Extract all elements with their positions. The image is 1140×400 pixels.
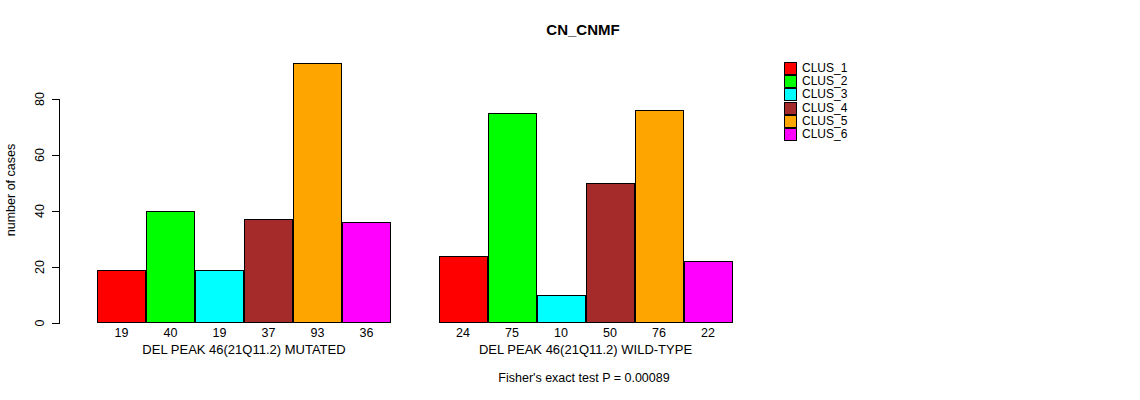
y-axis-tick-label: 0 (33, 320, 47, 327)
chart-title: CN_CNMF (546, 21, 619, 38)
y-axis-line (59, 99, 60, 324)
y-axis-tick-label: 40 (33, 204, 47, 218)
y-axis-tick-label: 20 (33, 260, 47, 274)
bar-clus_3 (195, 270, 244, 323)
bar-clus_1 (97, 270, 146, 323)
y-axis-tick (52, 99, 59, 100)
legend-label: CLUS_1 (802, 62, 847, 75)
bar-value-label: 19 (115, 326, 129, 340)
legend-item: CLUS_1 (784, 62, 847, 75)
bar-value-label: 93 (311, 326, 325, 340)
legend-label: CLUS_6 (802, 128, 847, 141)
bar-clus_6 (684, 261, 733, 323)
legend-swatch-icon (784, 75, 797, 88)
legend-item: CLUS_6 (784, 128, 847, 141)
bar-clus_4 (586, 183, 635, 323)
legend-item: CLUS_4 (784, 102, 847, 115)
bar-value-label: 36 (360, 326, 374, 340)
legend-swatch-icon (784, 62, 797, 75)
bar-clus_1 (439, 256, 488, 323)
bar-clus_6 (342, 222, 391, 323)
bar-value-label: 19 (213, 326, 227, 340)
legend-item: CLUS_2 (784, 75, 847, 88)
bar-clus_4 (244, 219, 293, 323)
legend-item: CLUS_3 (784, 88, 847, 101)
y-axis-label: number of cases (4, 144, 18, 236)
bar-clus_3 (537, 295, 586, 323)
y-axis-tick-label: 60 (33, 148, 47, 162)
group-label: DEL PEAK 46(21Q11.2) MUTATED (142, 342, 345, 357)
bar-chart-figure: CN_CNMF number of cases 0 20 40 60 80 19 40 19… (0, 0, 1140, 400)
bar-value-label: 22 (701, 326, 715, 340)
bar-value-label: 24 (456, 326, 470, 340)
y-axis-tick (52, 323, 59, 324)
legend-swatch-icon (784, 115, 797, 128)
legend-label: CLUS_5 (802, 115, 847, 128)
bar-value-label: 75 (505, 326, 519, 340)
legend: CLUS_1CLUS_2CLUS_3CLUS_4CLUS_5CLUS_6 (784, 62, 847, 141)
bar-clus_5 (293, 63, 342, 323)
legend-label: CLUS_2 (802, 75, 847, 88)
fisher-test-annotation: Fisher's exact test P = 0.00089 (498, 371, 669, 385)
bar-value-label: 76 (652, 326, 666, 340)
bar-clus_5 (635, 110, 684, 323)
bar-value-label: 37 (262, 326, 276, 340)
legend-label: CLUS_4 (802, 102, 847, 115)
legend-swatch-icon (784, 88, 797, 101)
y-axis-tick-label: 80 (33, 92, 47, 106)
legend-label: CLUS_3 (802, 88, 847, 101)
bar-clus_2 (146, 211, 195, 323)
bar-value-label: 50 (603, 326, 617, 340)
group-label: DEL PEAK 46(21Q11.2) WILD-TYPE (479, 342, 692, 357)
y-axis-tick (52, 155, 59, 156)
legend-swatch-icon (784, 128, 797, 141)
y-axis-tick (52, 211, 59, 212)
legend-item: CLUS_5 (784, 115, 847, 128)
bar-value-label: 40 (164, 326, 178, 340)
bar-clus_2 (488, 113, 537, 323)
bar-value-label: 10 (554, 326, 568, 340)
legend-swatch-icon (784, 102, 797, 115)
y-axis-tick (52, 267, 59, 268)
